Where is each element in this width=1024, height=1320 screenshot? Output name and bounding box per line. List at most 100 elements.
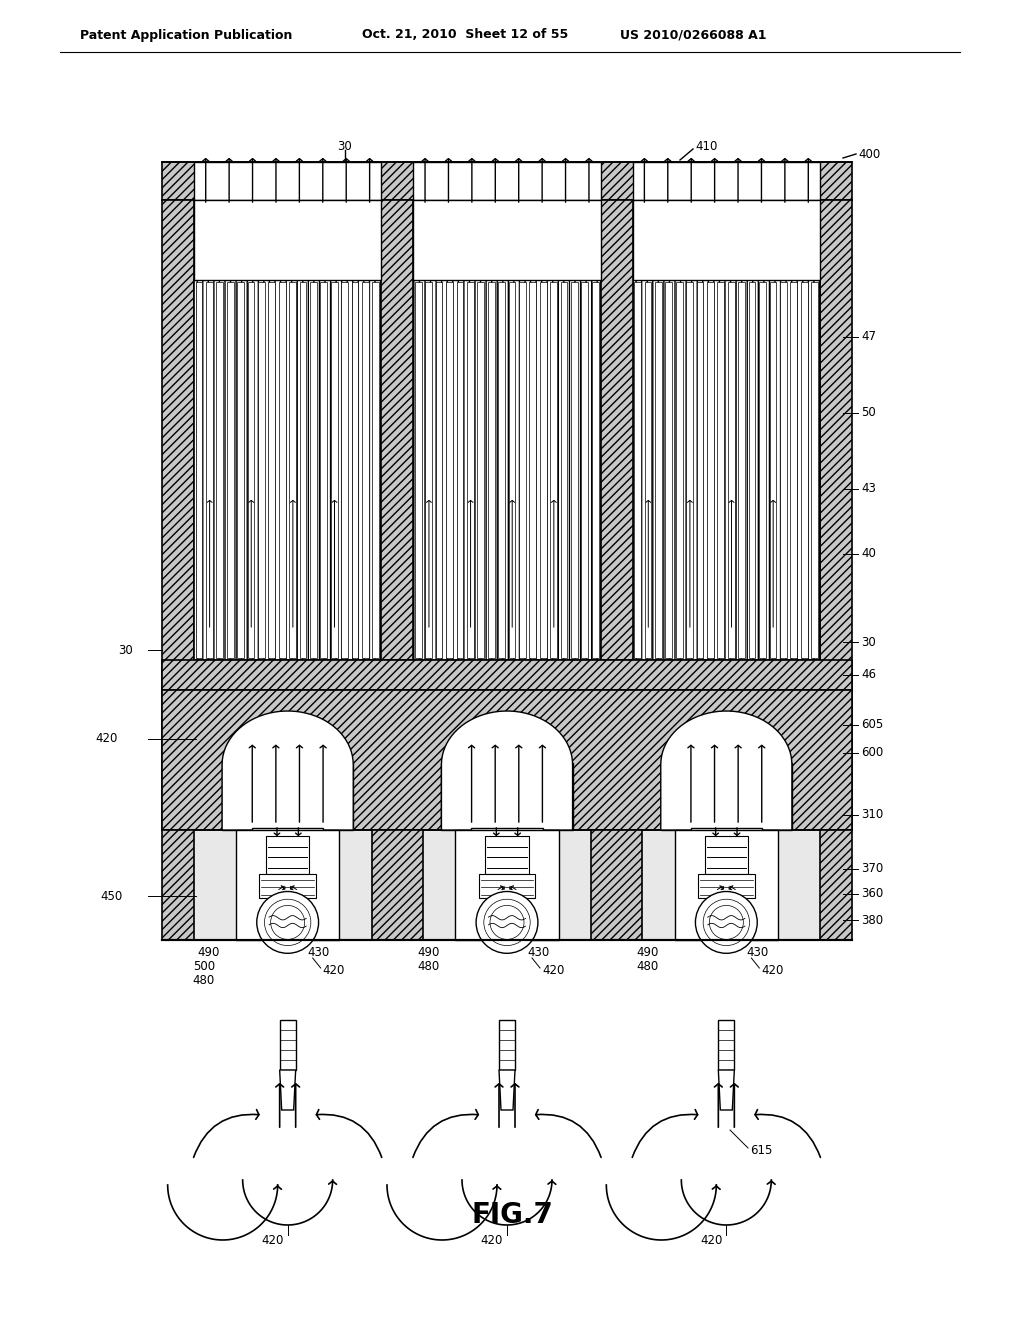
Bar bbox=[698, 874, 755, 898]
Bar bbox=[498, 282, 505, 657]
Bar bbox=[268, 282, 275, 657]
Bar bbox=[252, 828, 324, 832]
Bar bbox=[331, 282, 338, 657]
Bar bbox=[446, 282, 453, 657]
Text: 420: 420 bbox=[542, 964, 564, 977]
Text: 46: 46 bbox=[861, 668, 876, 681]
Bar bbox=[519, 282, 525, 657]
Bar bbox=[676, 282, 683, 657]
Bar bbox=[238, 282, 244, 657]
Bar bbox=[310, 282, 316, 657]
Bar bbox=[226, 282, 233, 657]
Text: 360: 360 bbox=[861, 887, 884, 900]
Bar bbox=[478, 874, 536, 898]
Bar bbox=[162, 162, 852, 201]
Bar bbox=[222, 763, 353, 830]
Bar bbox=[259, 874, 316, 898]
Text: 450: 450 bbox=[100, 890, 122, 903]
Bar bbox=[216, 282, 223, 657]
Bar bbox=[571, 282, 578, 657]
Bar bbox=[749, 282, 756, 657]
Bar bbox=[811, 282, 818, 657]
Text: 310: 310 bbox=[861, 808, 884, 821]
Text: 420: 420 bbox=[95, 733, 118, 746]
Bar bbox=[258, 282, 265, 657]
Bar bbox=[601, 201, 633, 660]
Text: 480: 480 bbox=[417, 960, 439, 973]
Bar bbox=[162, 660, 852, 690]
Bar bbox=[351, 282, 358, 657]
Text: 400: 400 bbox=[858, 148, 881, 161]
Polygon shape bbox=[222, 711, 353, 830]
Bar bbox=[591, 830, 642, 940]
Bar bbox=[820, 201, 852, 830]
Text: 430: 430 bbox=[307, 945, 330, 958]
Text: 420: 420 bbox=[481, 1233, 503, 1246]
Bar bbox=[414, 162, 601, 201]
Text: 420: 420 bbox=[761, 964, 783, 977]
Bar bbox=[718, 1020, 734, 1071]
Text: 490: 490 bbox=[636, 945, 658, 958]
Polygon shape bbox=[499, 1071, 515, 1110]
Text: 47: 47 bbox=[861, 330, 876, 343]
Bar bbox=[705, 836, 748, 874]
Bar bbox=[487, 282, 495, 657]
Bar bbox=[582, 282, 588, 657]
Bar bbox=[801, 282, 808, 657]
Text: 30: 30 bbox=[338, 140, 352, 153]
Bar bbox=[634, 282, 641, 657]
Bar bbox=[162, 690, 852, 830]
Text: 420: 420 bbox=[700, 1233, 723, 1246]
Bar bbox=[499, 1020, 515, 1071]
Bar bbox=[471, 828, 543, 832]
Text: 605: 605 bbox=[861, 718, 884, 731]
Text: 480: 480 bbox=[193, 974, 215, 986]
Bar bbox=[780, 282, 786, 657]
Bar bbox=[655, 282, 662, 657]
Polygon shape bbox=[280, 1071, 296, 1110]
Bar bbox=[441, 763, 572, 830]
Bar bbox=[485, 836, 528, 874]
Text: Oct. 21, 2010  Sheet 12 of 55: Oct. 21, 2010 Sheet 12 of 55 bbox=[362, 29, 568, 41]
Bar bbox=[633, 201, 820, 280]
Bar bbox=[248, 282, 254, 657]
Bar bbox=[718, 282, 724, 657]
Bar bbox=[728, 282, 734, 657]
Bar bbox=[820, 830, 852, 940]
Bar bbox=[540, 282, 547, 657]
Bar bbox=[279, 282, 286, 657]
Circle shape bbox=[695, 891, 757, 953]
Bar bbox=[289, 282, 296, 657]
Text: 410: 410 bbox=[695, 140, 718, 153]
Bar bbox=[321, 282, 328, 657]
Bar bbox=[435, 282, 442, 657]
Bar bbox=[457, 282, 463, 657]
Bar bbox=[691, 828, 762, 832]
Bar bbox=[196, 282, 203, 657]
Text: 490: 490 bbox=[417, 945, 439, 958]
Text: 30: 30 bbox=[861, 635, 876, 648]
Bar bbox=[194, 162, 381, 201]
Bar bbox=[769, 282, 776, 657]
Bar bbox=[280, 1020, 296, 1071]
Bar bbox=[560, 282, 567, 657]
Bar bbox=[645, 282, 651, 657]
Bar bbox=[675, 830, 778, 940]
Circle shape bbox=[476, 891, 538, 953]
Bar bbox=[162, 830, 852, 940]
Bar bbox=[738, 282, 745, 657]
Bar bbox=[362, 282, 369, 657]
Text: FIG.7: FIG.7 bbox=[471, 1201, 553, 1229]
Bar bbox=[633, 162, 820, 201]
Bar bbox=[759, 282, 766, 657]
Bar bbox=[666, 282, 672, 657]
Text: 420: 420 bbox=[323, 964, 345, 977]
Bar bbox=[372, 830, 423, 940]
Bar bbox=[467, 282, 474, 657]
Bar bbox=[477, 282, 484, 657]
Bar bbox=[237, 830, 339, 940]
Bar bbox=[529, 282, 537, 657]
Text: 430: 430 bbox=[746, 945, 769, 958]
Bar bbox=[162, 830, 194, 940]
Bar bbox=[373, 282, 379, 657]
